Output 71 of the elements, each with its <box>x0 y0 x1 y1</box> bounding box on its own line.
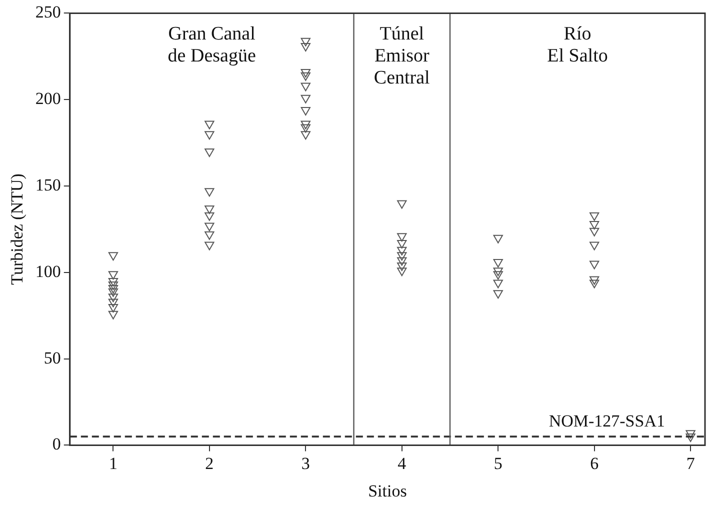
x-tick-label: 7 <box>686 454 696 473</box>
point <box>108 310 118 320</box>
annotation: Túnel Emisor Central <box>374 24 430 89</box>
point <box>204 131 214 140</box>
x-axis-title: Sitios <box>368 481 407 500</box>
point <box>300 43 310 52</box>
y-tick-label: 150 <box>35 175 61 194</box>
point <box>590 260 600 270</box>
y-tick-label: 200 <box>35 89 61 108</box>
point <box>204 120 214 130</box>
point <box>300 38 310 46</box>
point <box>590 228 600 236</box>
point <box>300 82 310 92</box>
point <box>108 284 118 294</box>
point <box>204 212 214 221</box>
point <box>204 188 214 197</box>
point <box>493 259 503 268</box>
point <box>493 234 503 244</box>
point <box>493 271 503 280</box>
y-tick-label: 50 <box>44 348 61 368</box>
point <box>300 68 310 78</box>
point <box>204 242 214 250</box>
point <box>108 294 118 302</box>
point <box>108 278 118 287</box>
point <box>300 124 310 133</box>
x-tick-label: 5 <box>494 454 502 473</box>
point <box>108 304 118 312</box>
point <box>108 288 118 297</box>
ref-line-label: NOM-127-SSA1 <box>548 412 665 431</box>
point <box>204 205 214 214</box>
point <box>108 252 118 261</box>
point <box>397 268 407 276</box>
point <box>397 257 407 266</box>
y-tick-label: 100 <box>35 262 61 281</box>
point <box>493 280 503 288</box>
point <box>590 242 600 250</box>
point <box>397 240 407 249</box>
point <box>397 262 407 271</box>
annotation: Gran Canal de Desagüe <box>168 24 256 67</box>
point <box>108 271 118 280</box>
point <box>686 430 696 439</box>
point <box>397 246 407 256</box>
y-axis-title: Turbidez (NTU) <box>8 174 27 285</box>
point <box>300 106 310 116</box>
point <box>204 148 214 157</box>
point <box>108 281 118 290</box>
point <box>590 221 600 230</box>
point <box>686 434 696 442</box>
point <box>204 231 214 240</box>
point <box>397 233 407 242</box>
x-tick-label: 3 <box>301 454 310 473</box>
point <box>590 212 600 221</box>
point <box>493 290 503 299</box>
x-tick-label: 4 <box>398 454 407 473</box>
y-tick-label: 0 <box>52 434 61 454</box>
point <box>300 72 310 81</box>
point <box>300 131 310 140</box>
point <box>204 222 214 232</box>
point <box>397 200 407 209</box>
point <box>590 276 600 285</box>
point <box>108 298 118 308</box>
point <box>590 280 600 288</box>
x-tick-label: 6 <box>590 454 599 473</box>
point <box>300 120 310 130</box>
point <box>493 268 503 276</box>
y-tick-label: 250 <box>35 2 61 22</box>
point <box>300 94 310 104</box>
x-tick-label: 1 <box>108 454 118 473</box>
annotation: Río El Salto <box>547 24 608 67</box>
point <box>397 252 407 261</box>
x-tick-label: 2 <box>205 454 214 473</box>
